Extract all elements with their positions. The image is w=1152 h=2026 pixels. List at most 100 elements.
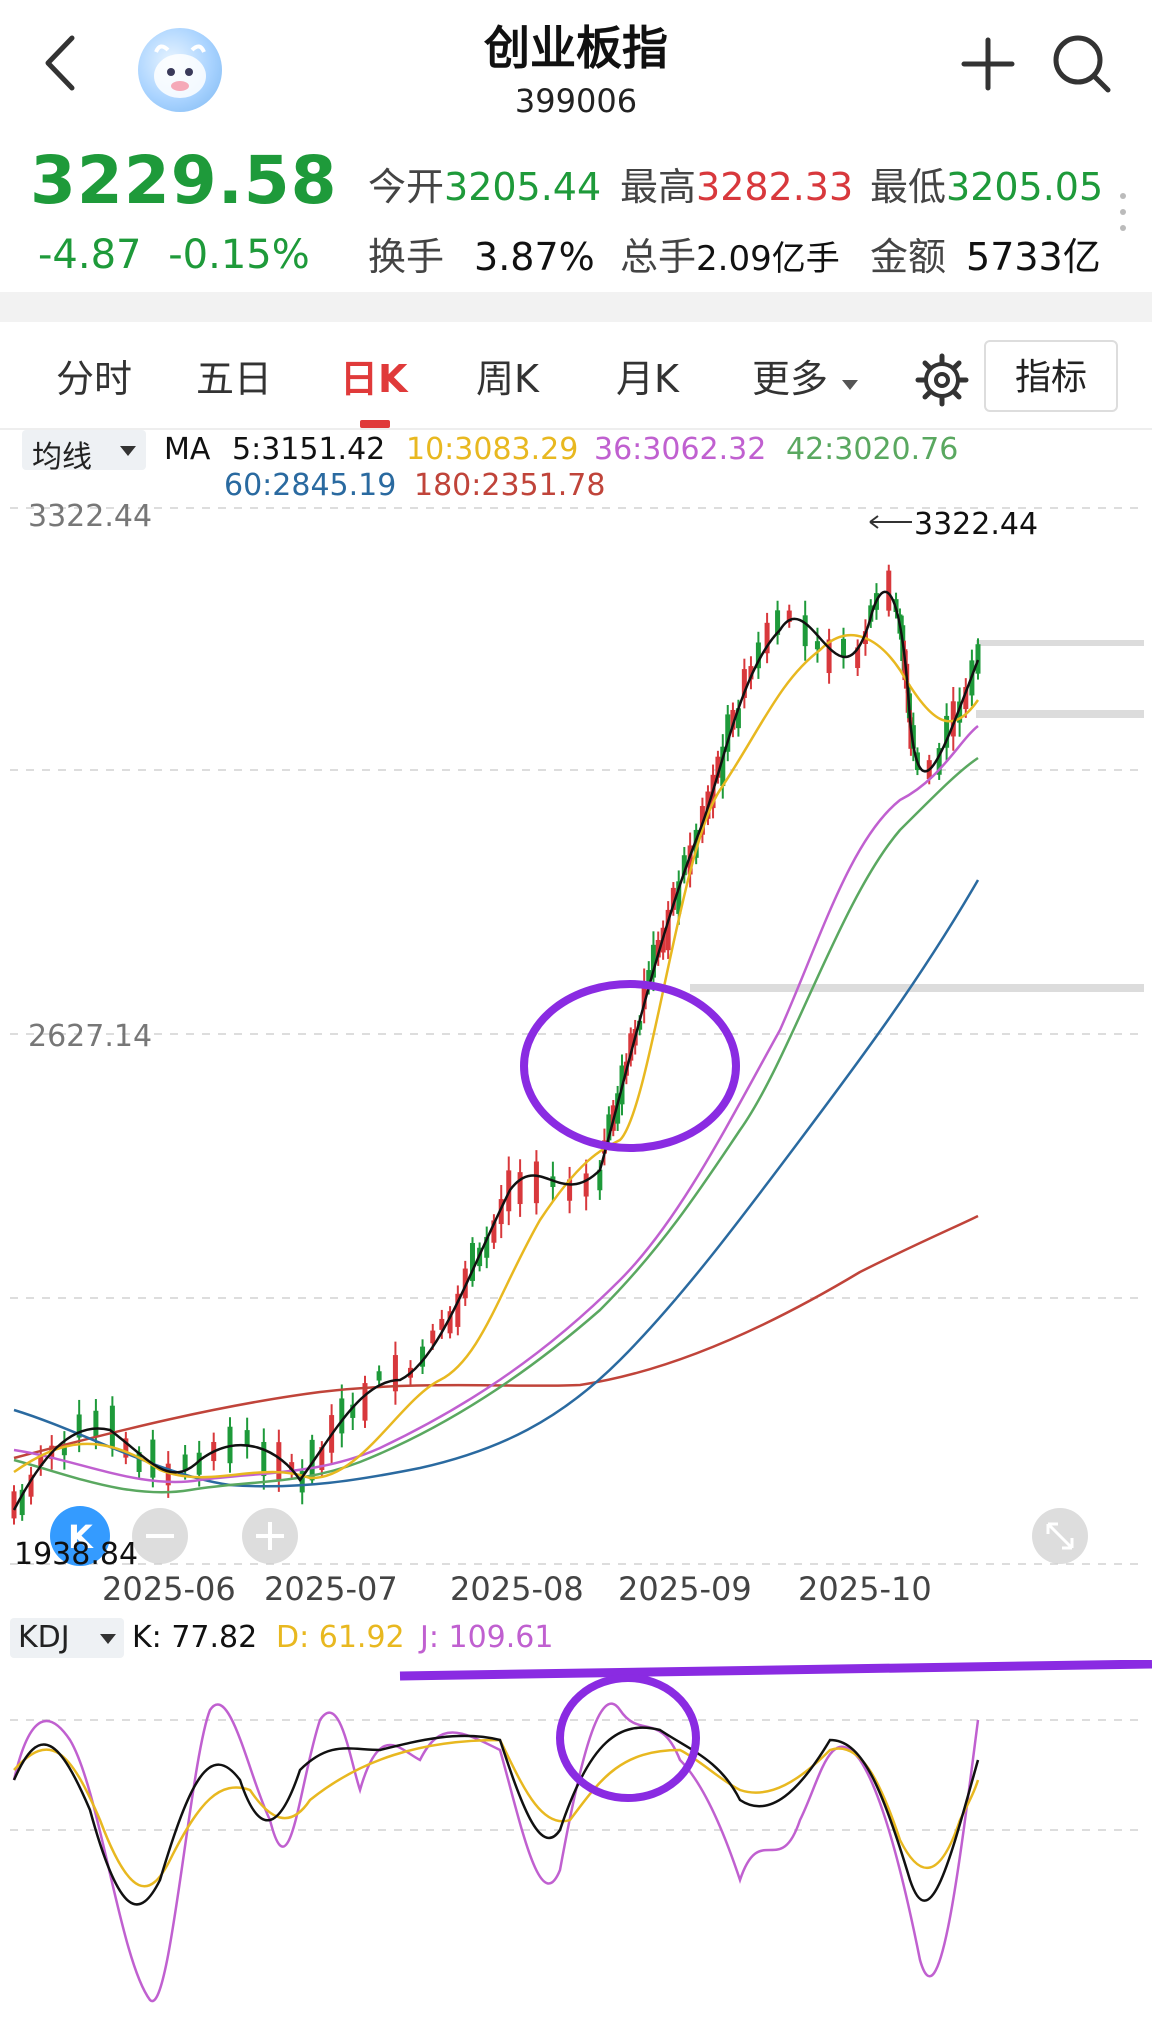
page-title: 创业板指 (484, 21, 668, 75)
change-value: -4.87 (38, 232, 142, 278)
ma10-value: 10:3083.29 (406, 432, 579, 467)
candle-body (950, 701, 956, 737)
mascot-avatar[interactable] (138, 28, 222, 112)
turnover-stat: 换手 3.87% (368, 226, 595, 281)
kline-chart[interactable]: 3322.44 2627.14 3322.44 K 1938.84 (0, 500, 1152, 1580)
ma60-value: 60:2845.19 (224, 468, 397, 503)
change-percent: -0.15% (168, 232, 310, 278)
candle-body (826, 639, 832, 674)
candle-body (802, 615, 808, 647)
candle-body (392, 1355, 398, 1392)
amount-label: 金额 (870, 235, 947, 279)
kdj-chart[interactable] (0, 1660, 1152, 2026)
purple-circle-annotation (520, 980, 740, 1152)
ma42-value: 42:3020.76 (786, 432, 959, 467)
indicator-button[interactable]: 指标 (984, 340, 1118, 412)
tabs-divider (0, 428, 1152, 430)
high-marker-label: 3322.44 (914, 507, 1038, 542)
search-icon[interactable] (1050, 32, 1114, 96)
ma5-value: 5:3151.42 (232, 432, 386, 467)
candle-body (641, 982, 647, 1010)
x-label-aug: 2025-08 (450, 1570, 584, 1608)
price-annotation: 3322.44 (869, 507, 1038, 542)
gear-icon[interactable] (914, 352, 970, 408)
candle-body (681, 855, 687, 876)
ma10-line (13, 633, 980, 1480)
ma36-value: 36:3062.32 (594, 432, 767, 467)
tab-intraday[interactable]: 分时 (56, 357, 133, 401)
k-badge-icon[interactable] (50, 1506, 110, 1566)
ma-selector[interactable]: 均线 (22, 430, 146, 475)
candle-body (735, 708, 741, 729)
candle-body (28, 1474, 34, 1497)
candle-body (430, 1330, 436, 1344)
candle-body (455, 1293, 461, 1327)
candle-body (963, 686, 969, 710)
header: 创业板指 399006 (0, 0, 1152, 140)
candle-body (886, 570, 892, 611)
candle-body (196, 1452, 202, 1475)
candle-body (517, 1172, 523, 1205)
tab-five-day[interactable]: 五日 (196, 357, 273, 401)
tab-more[interactable]: 更多 (752, 348, 860, 403)
candle-body (841, 638, 847, 658)
candle-body (741, 669, 747, 698)
x-label-jun: 2025-06 (102, 1570, 236, 1608)
candle-body (730, 709, 736, 730)
active-tab-indicator (360, 420, 390, 428)
more-dots-icon[interactable] (1118, 190, 1128, 234)
open-stat: 今开3205.44 (368, 156, 601, 211)
tab-daily-k[interactable]: 日K (340, 357, 408, 401)
tab-monthly-k[interactable]: 月K (616, 357, 679, 401)
candle-body (775, 610, 781, 635)
candle-body (786, 610, 792, 622)
candle-body (11, 1491, 17, 1519)
back-icon[interactable] (34, 28, 90, 98)
candle-body (498, 1199, 504, 1225)
ma60-line (13, 879, 980, 1488)
kdj-selector[interactable]: KDJ (10, 1618, 124, 1658)
candle-body (484, 1236, 490, 1258)
candle-body (944, 715, 950, 748)
candle-body (725, 714, 731, 752)
amount-stat: 金额 5733亿 (870, 226, 1101, 281)
candle-body (676, 881, 682, 914)
candle-body (109, 1405, 115, 1448)
tab-weekly-k[interactable]: 周K (476, 357, 539, 401)
kdj-j-value: J: 109.61 (420, 1620, 554, 1655)
candle-body (420, 1346, 426, 1367)
purple-circle-annotation-kdj (556, 1674, 700, 1802)
candle-body (289, 1462, 295, 1471)
add-watchlist-icon[interactable] (958, 34, 1018, 94)
kdj-k-line (12, 1726, 980, 1906)
candle-body (628, 1033, 634, 1061)
candle-body (910, 725, 916, 749)
axis-mid-label: 2627.14 (28, 1019, 152, 1054)
candle-body (136, 1452, 142, 1472)
candle-body (687, 845, 693, 875)
ma180-value: 180:2351.78 (414, 468, 606, 503)
candle-body (567, 1179, 573, 1201)
candle-body (299, 1471, 305, 1493)
ma-prefix: MA (164, 432, 211, 467)
kdj-d-value: D: 61.92 (276, 1620, 405, 1655)
zoom-controls: K (50, 1506, 1088, 1566)
candle-body (755, 642, 761, 669)
candle-body (748, 666, 754, 680)
caret-down-icon (120, 446, 136, 456)
candle-body (936, 748, 942, 775)
open-label: 今开 (368, 165, 445, 209)
high-label: 最高 (620, 165, 697, 209)
candle-body (76, 1414, 82, 1438)
candlesticks (11, 564, 981, 1525)
caret-down-icon (100, 1634, 116, 1644)
candle-body (491, 1220, 497, 1243)
candle-body (261, 1441, 267, 1477)
volume-label: 总手 (620, 235, 697, 279)
caret-down-icon (842, 380, 859, 390)
candle-body (182, 1454, 188, 1471)
index-code: 399006 (514, 82, 638, 120)
candle-body (606, 1114, 612, 1141)
turnover-value: 3.87% (474, 235, 595, 279)
turnover-label: 换手 (368, 235, 445, 279)
